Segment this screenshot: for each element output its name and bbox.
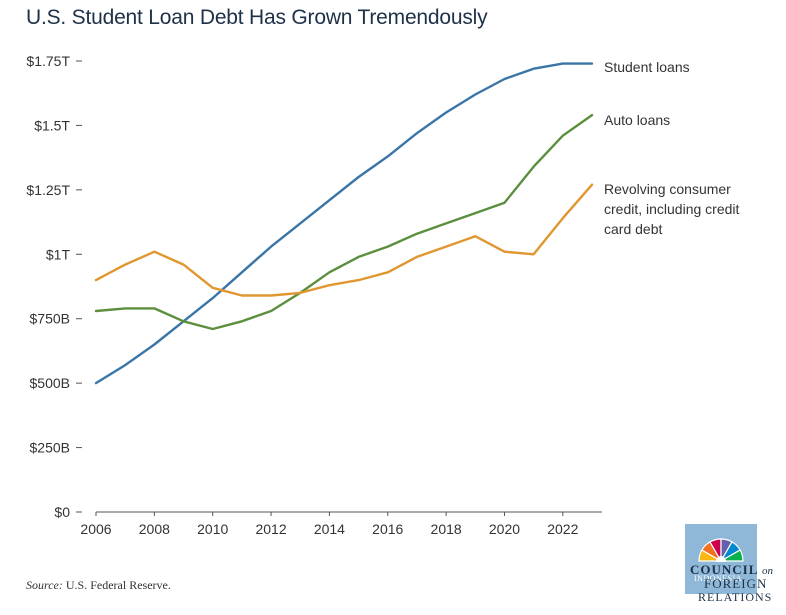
x-tick-label: 2016 xyxy=(372,521,403,537)
series-label-revolving-credit: card debt xyxy=(604,221,662,237)
peacock-feather xyxy=(718,549,744,562)
series-label-student-loans: Student loans xyxy=(604,59,690,75)
series-line-student-loans xyxy=(94,62,594,385)
logo-line-indonesia: INDONESIA xyxy=(694,574,743,583)
x-tick-label: 2006 xyxy=(80,521,111,537)
series-label-revolving-credit: credit, including credit xyxy=(604,201,740,217)
peacock-body xyxy=(716,556,726,562)
x-tick-label: 2012 xyxy=(255,521,286,537)
logo-line-council: COUNCIL on xyxy=(690,562,773,577)
cfr-logo: COUNCIL on INDONESIA FOREIGN RELATIONS xyxy=(684,524,782,608)
series-line-auto-loans xyxy=(94,113,594,331)
y-axis: $0 $250B $500B $750B $1T $1.25T $1.5T $1.75T xyxy=(26,53,82,520)
x-tick-label: 2020 xyxy=(489,521,520,537)
x-tick-label: 2010 xyxy=(197,521,228,537)
x-axis: 2006 2008 2010 2012 2014 2016 2018 2020 2022 xyxy=(80,511,602,537)
series-lines xyxy=(94,62,594,385)
series-labels: Student loans Auto loans Revolving consume… xyxy=(604,59,740,237)
source-text: U.S. Federal Reserve. xyxy=(65,578,171,592)
y-tick-label: $500B xyxy=(30,375,70,391)
series-label-auto-loans: Auto loans xyxy=(604,112,670,128)
source-label: Source: xyxy=(26,578,63,592)
x-tick-label: 2014 xyxy=(314,521,345,537)
y-tick-label: $250B xyxy=(30,440,70,456)
x-tick-label: 2008 xyxy=(139,521,170,537)
y-tick-label: $1.25T xyxy=(26,182,70,198)
chart-title: U.S. Student Loan Debt Has Grown Tremend… xyxy=(26,6,488,29)
y-tick-label: $0 xyxy=(54,504,70,520)
y-tick-label: $1.5T xyxy=(34,117,70,133)
logo-line-foreign: FOREIGN xyxy=(704,576,768,591)
source-note: Source: U.S. Federal Reserve. xyxy=(26,578,171,593)
series-line-revolving-credit xyxy=(94,183,594,297)
series-label-revolving-credit: Revolving consumer xyxy=(604,181,731,197)
y-tick-label: $750B xyxy=(30,311,70,327)
y-tick-label: $1T xyxy=(46,246,71,262)
peacock-icon xyxy=(698,538,744,562)
logo-line-relations: RELATIONS xyxy=(698,590,773,604)
x-tick-label: 2018 xyxy=(431,521,462,537)
x-tick-label: 2022 xyxy=(547,521,578,537)
y-tick-label: $1.75T xyxy=(26,53,70,69)
